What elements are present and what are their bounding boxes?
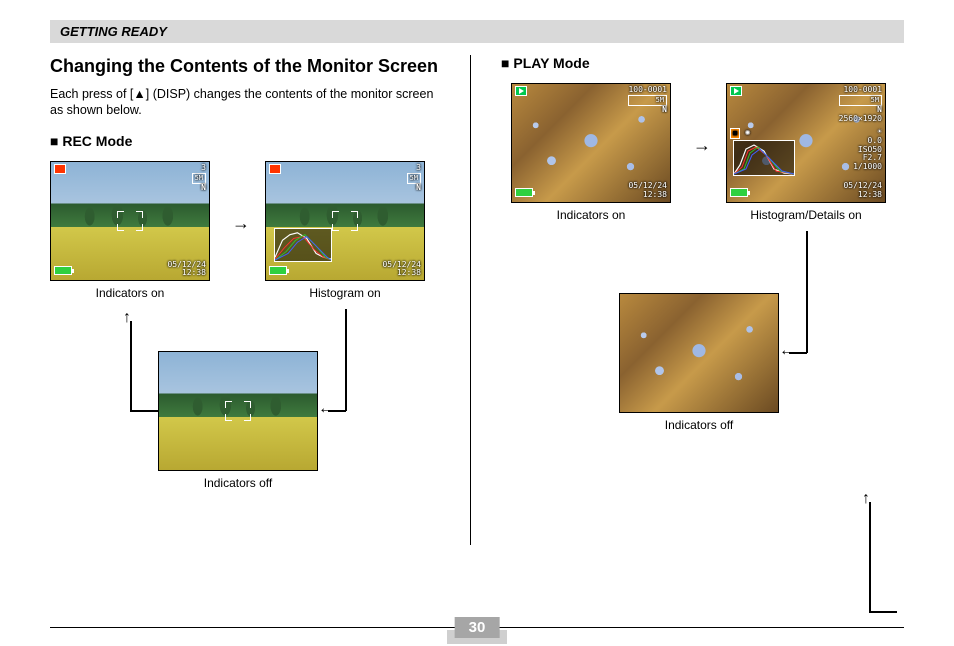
play-diagram: 100-0001 5M N 05/12/24 12:38 Indicators … xyxy=(501,83,891,433)
battery-icon xyxy=(54,266,72,278)
section-header-text: GETTING READY xyxy=(60,24,167,39)
play-mode-heading-text: PLAY Mode xyxy=(513,55,589,71)
page-title: Changing the Contents of the Monitor Scr… xyxy=(50,55,450,78)
section-header: GETTING READY xyxy=(50,20,904,43)
play-osd-top-right: 100-0001 5M N xyxy=(628,86,667,115)
rec-shot-indicators-off: Indicators off xyxy=(158,351,318,471)
rec-osd-top-right: 3 5M N xyxy=(407,164,421,193)
flow-line xyxy=(130,321,132,411)
play-shot-histogram-details: 100-0001 5M N 2560×1920 ☀ 0.0 ISO50 F2.7… xyxy=(726,83,886,203)
rec-dot-icon xyxy=(269,164,281,177)
arrow-right-icon: → xyxy=(232,213,250,234)
rec-dot-icon xyxy=(54,164,66,177)
rec-osd-top-right: 3 5M N xyxy=(192,164,206,193)
af-bracket-icon xyxy=(117,211,143,231)
battery-icon xyxy=(515,188,533,200)
rec-caption-2: Histogram on xyxy=(266,286,424,300)
flow-line xyxy=(130,410,158,412)
rec-osd-bottom-right: 05/12/24 12:38 xyxy=(167,261,206,279)
af-bracket-icon xyxy=(332,211,358,231)
rec-osd-bottom-right: 05/12/24 12:38 xyxy=(382,261,421,279)
flow-line xyxy=(869,502,871,612)
histogram-overlay xyxy=(274,228,332,262)
square-bullet-icon: ■ xyxy=(501,55,509,71)
play-dot-icon xyxy=(515,86,527,99)
arrow-up-icon: ↑ xyxy=(862,490,870,508)
flow-line xyxy=(345,309,347,411)
play-osd-mid-right: ☀ 0.0 ISO50 F2.7 1/1000 xyxy=(853,128,882,172)
play-osd-mid-left: ■ ✺ xyxy=(730,128,750,139)
arrow-left-icon: ← ↑ xyxy=(779,342,795,360)
rec-caption-1: Indicators on xyxy=(51,286,209,300)
right-column: ■ PLAY Mode 100-0001 5M N 05/12/24 12:38 xyxy=(471,55,891,545)
battery-icon xyxy=(269,266,287,278)
square-bullet-icon: ■ xyxy=(50,133,58,149)
arrow-up-icon: ↑ xyxy=(123,309,131,327)
play-shot-indicators-on: 100-0001 5M N 05/12/24 12:38 Indicators … xyxy=(511,83,671,203)
left-column: Changing the Contents of the Monitor Scr… xyxy=(50,55,470,545)
rec-caption-3: Indicators off xyxy=(159,476,317,490)
flow-line xyxy=(806,231,808,353)
rec-mode-heading: ■ REC Mode xyxy=(50,133,450,149)
play-dot-icon xyxy=(730,86,742,99)
rec-shot-histogram-on: 3 5M N 05/12/24 12:38 xyxy=(265,161,425,281)
battery-icon xyxy=(730,188,748,200)
intro-paragraph: Each press of [▲] (DISP) changes the con… xyxy=(50,86,450,120)
play-osd-top-right-details: 100-0001 5M N 2560×1920 xyxy=(839,86,882,123)
play-mode-heading: ■ PLAY Mode xyxy=(501,55,891,71)
histogram-overlay xyxy=(733,140,795,176)
flow-line xyxy=(869,611,897,613)
rec-diagram: 3 5M N 05/12/24 12:38 Indicators on xyxy=(50,161,450,511)
arrow-left-icon: ← xyxy=(318,400,334,418)
page-footer: 30 xyxy=(50,627,904,629)
play-caption-3: Indicators off xyxy=(620,418,778,432)
play-thumb-flowers xyxy=(620,294,778,412)
play-caption-1: Indicators on xyxy=(512,208,670,222)
page-number: 30 xyxy=(469,619,486,636)
page-number-badge: 30 xyxy=(455,617,500,638)
rec-mode-heading-text: REC Mode xyxy=(62,133,132,149)
af-bracket-icon xyxy=(225,401,251,421)
arrow-right-icon: → xyxy=(693,135,711,156)
play-caption-2: Histogram/Details on xyxy=(727,208,885,222)
play-osd-bottom-right: 05/12/24 12:38 xyxy=(843,182,882,200)
content-columns: Changing the Contents of the Monitor Scr… xyxy=(50,55,904,545)
play-osd-bottom-right: 05/12/24 12:38 xyxy=(628,182,667,200)
play-shot-indicators-off: Indicators off xyxy=(619,293,779,413)
rec-shot-indicators-on: 3 5M N 05/12/24 12:38 Indicators on xyxy=(50,161,210,281)
